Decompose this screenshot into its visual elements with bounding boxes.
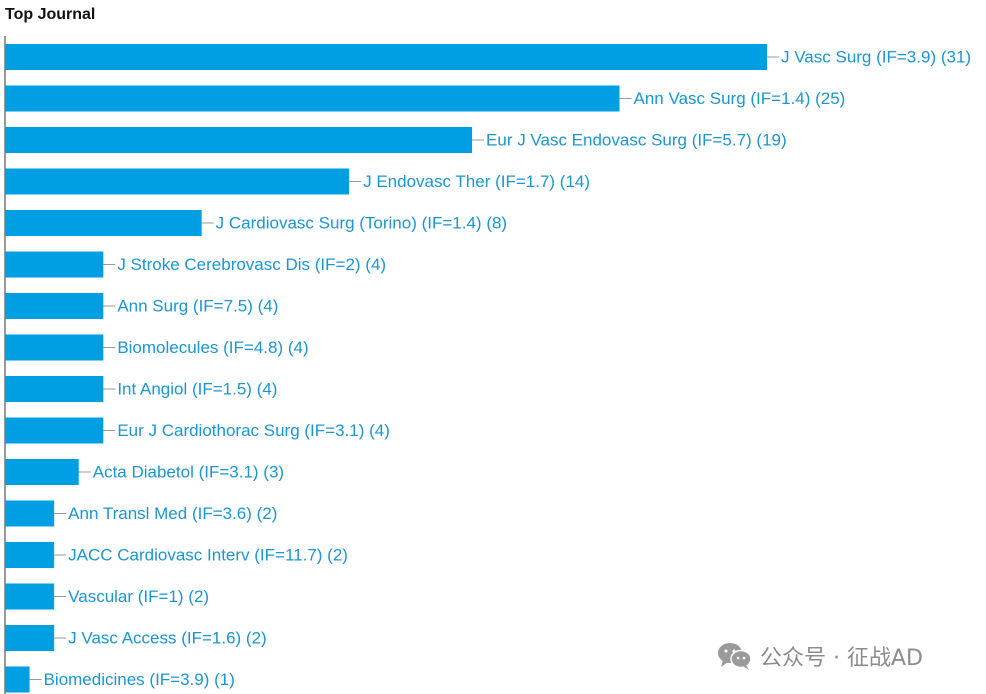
bar — [5, 500, 55, 527]
bar — [5, 459, 79, 485]
bar — [5, 127, 473, 153]
bar — [5, 625, 55, 651]
wechat-icon — [718, 643, 752, 670]
bar — [5, 417, 104, 444]
bar — [5, 376, 104, 402]
bar-label: Acta Diabetol (IF=3.1) (3) — [93, 463, 284, 482]
bar-label: JACC Cardiovasc Interv (IF=11.7) (2) — [68, 546, 348, 565]
watermark: 公众号 · 征战AD — [716, 640, 923, 672]
bar — [5, 44, 767, 70]
watermark-text: 公众号 · 征战AD — [760, 646, 923, 671]
bar-label: J Cardiovasc Surg (Torino) (IF=1.4) (8) — [216, 214, 507, 233]
bar — [5, 666, 30, 693]
bar-label: Eur J Cardiothorac Surg (IF=3.1) (4) — [117, 421, 390, 440]
bar-label: J Endovasc Ther (IF=1.7) (14) — [363, 172, 590, 191]
bar-label: Eur J Vasc Endovasc Surg (IF=5.7) (19) — [486, 131, 787, 150]
bar — [5, 251, 104, 278]
bar-label: Biomedicines (IF=3.9) (1) — [44, 670, 235, 689]
bar-label: Ann Surg (IF=7.5) (4) — [117, 297, 278, 316]
bar-label: J Vasc Access (IF=1.6) (2) — [68, 629, 267, 648]
bar-label: Int Angiol (IF=1.5) (4) — [117, 380, 277, 399]
bar-label: J Stroke Cerebrovasc Dis (IF=2) (4) — [117, 255, 386, 274]
bar-label: Vascular (IF=1) (2) — [68, 587, 209, 606]
bar-label: Ann Transl Med (IF=3.6) (2) — [68, 504, 277, 523]
bar-label: Biomolecules (IF=4.8) (4) — [117, 338, 308, 357]
bar — [5, 334, 104, 361]
bar — [5, 583, 55, 610]
bar-label: J Vasc Surg (IF=3.9) (31) — [781, 48, 971, 67]
bar — [5, 542, 55, 568]
chart-title: Top Journal — [5, 6, 96, 23]
bar — [5, 210, 202, 236]
bar — [5, 293, 104, 319]
bar-label: Ann Vasc Surg (IF=1.4) (25) — [634, 89, 846, 108]
bar — [5, 85, 620, 112]
bar — [5, 168, 350, 195]
